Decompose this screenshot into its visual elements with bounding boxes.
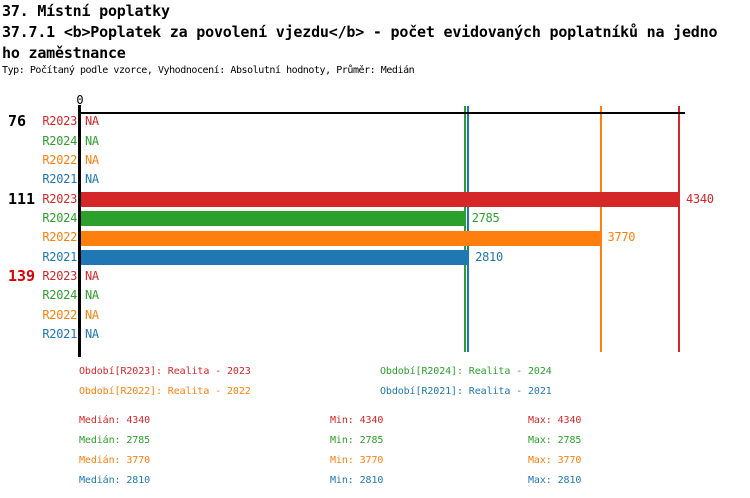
series-label-r2023: R2023 — [42, 191, 77, 206]
series-label-r2022: R2022 — [42, 307, 77, 322]
stat-max-r2023: Max: 4340 — [528, 415, 582, 426]
legend-item-r2021: Období[R2021]: Realita - 2021 — [380, 386, 552, 397]
legend-item-r2024: Období[R2024]: Realita - 2024 — [380, 366, 552, 377]
report-meta: Typ: Počítaný podle vzorce, Vyhodnocení:… — [2, 65, 415, 76]
value-label-na: NA — [85, 288, 99, 303]
chart-row-111-r2021: R2021 2810 — [0, 248, 750, 267]
series-label-r2023: R2023 — [42, 269, 77, 284]
stat-max-r2022: Max: 3770 — [528, 455, 582, 466]
chart-row-139-r2023: 139 R2023 NA — [0, 267, 750, 286]
series-label-r2021: R2021 — [42, 172, 77, 187]
chart-row-111-r2023: 111 R2023 4340 — [0, 190, 750, 209]
bar-r2024 — [81, 211, 465, 227]
group-label-139: 139 — [8, 267, 36, 286]
page-title: 37. Místní poplatky — [2, 2, 170, 20]
stat-max-r2024: Max: 2785 — [528, 435, 582, 446]
value-label-na: NA — [85, 153, 99, 168]
value-label-na: NA — [85, 133, 99, 148]
stat-median-r2023: Medián: 4340 — [79, 415, 151, 426]
reference-line-r2022 — [599, 106, 602, 352]
value-label-na: NA — [85, 307, 99, 322]
report-subtitle-line2: ho zaměstnance — [2, 44, 126, 62]
stat-max-r2021: Max: 2810 — [528, 475, 582, 486]
reference-line-r2024 — [463, 106, 466, 352]
chart-row-111-r2024: R2024 2785 — [0, 209, 750, 228]
stat-median-r2021: Medián: 2810 — [79, 475, 151, 486]
bar-r2021 — [81, 249, 469, 265]
chart-row-139-r2022: R2022 NA — [0, 306, 750, 325]
y-axis-line — [78, 105, 81, 357]
series-label-r2024: R2024 — [42, 288, 77, 303]
stat-min-r2024: Min: 2785 — [330, 435, 384, 446]
group-label-76: 76 — [8, 112, 27, 131]
series-label-r2023: R2023 — [42, 114, 77, 129]
value-label-na: NA — [85, 327, 99, 342]
bar-r2023 — [81, 191, 679, 207]
stat-min-r2021: Min: 2810 — [330, 475, 384, 486]
chart-row-111-r2022: R2022 3770 — [0, 228, 750, 247]
stat-median-r2024: Medián: 2785 — [79, 435, 151, 446]
reference-line-r2021 — [467, 106, 470, 352]
stat-min-r2022: Min: 3770 — [330, 455, 384, 466]
axis-zero-tick-label: 0 — [76, 93, 84, 107]
chart-row-139-r2024: R2024 NA — [0, 286, 750, 305]
value-label-na: NA — [85, 172, 99, 187]
series-label-r2024: R2024 — [42, 211, 77, 226]
chart-row-76-r2023: 76 R2023 NA — [0, 112, 750, 131]
value-label: 4340 — [686, 191, 714, 206]
chart-row-76-r2024: R2024 NA — [0, 132, 750, 151]
reference-line-r2023 — [678, 106, 680, 352]
bar-r2022 — [81, 230, 601, 246]
value-label: 3770 — [607, 230, 636, 245]
series-label-r2022: R2022 — [42, 230, 77, 245]
chart-row-76-r2021: R2021 NA — [0, 170, 750, 189]
report-subtitle-line1: 37.7.1 <b>Poplatek za povolení vjezdu</b… — [2, 23, 718, 41]
value-label-na: NA — [85, 114, 99, 129]
value-label: 2810 — [475, 249, 503, 264]
value-label-na: NA — [85, 269, 99, 284]
series-label-r2024: R2024 — [42, 133, 77, 148]
group-label-111: 111 — [8, 189, 36, 208]
value-label: 2785 — [471, 211, 500, 226]
series-label-r2021: R2021 — [42, 327, 77, 342]
stat-median-r2022: Medián: 3770 — [79, 455, 151, 466]
legend-item-r2023: Období[R2023]: Realita - 2023 — [79, 366, 251, 377]
series-label-r2021: R2021 — [42, 249, 77, 264]
series-label-r2022: R2022 — [42, 153, 77, 168]
stat-min-r2023: Min: 4340 — [330, 415, 384, 426]
legend-item-r2022: Období[R2022]: Realita - 2022 — [79, 386, 251, 397]
x-axis-line — [79, 112, 685, 114]
chart-row-76-r2022: R2022 NA — [0, 151, 750, 170]
chart-row-139-r2021: R2021 NA — [0, 325, 750, 344]
